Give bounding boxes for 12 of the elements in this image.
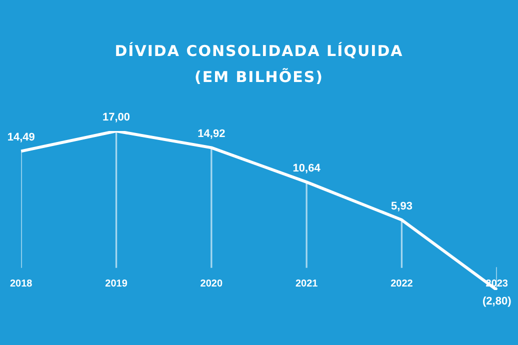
x-tick-label: 2019 xyxy=(105,278,128,290)
data-label: 10,64 xyxy=(292,162,322,175)
x-tick-label: 2018 xyxy=(10,278,33,290)
data-label: (2,80) xyxy=(482,296,512,308)
x-tick-label: 2022 xyxy=(390,278,414,290)
data-label: 14,49 xyxy=(7,132,35,144)
data-label: 14,92 xyxy=(198,128,226,140)
chart-title: DÍVIDA CONSOLIDADA LÍQUIDA (EM BILHÕES) xyxy=(114,41,404,88)
data-label: 5,93 xyxy=(391,200,412,212)
x-tick-label: 2020 xyxy=(200,278,223,290)
x-tick-label: 2021 xyxy=(295,278,318,290)
data-label: 17,00 xyxy=(102,112,130,124)
